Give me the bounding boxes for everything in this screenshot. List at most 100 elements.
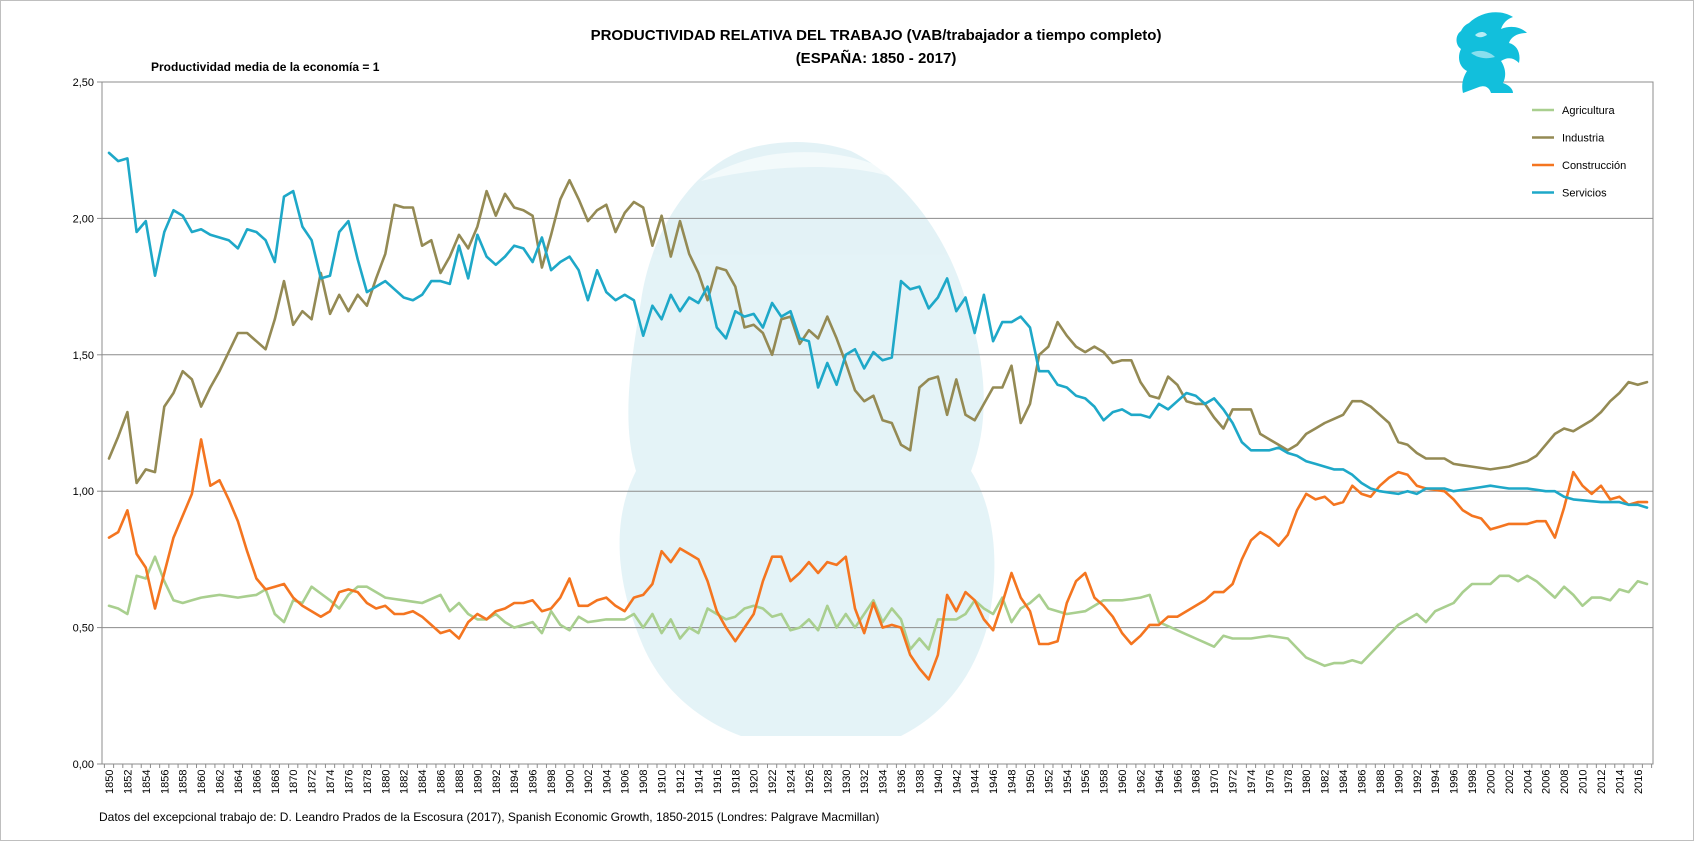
x-tick-label: 1976 <box>1264 770 1276 794</box>
legend-label: Servicios <box>1562 188 1607 200</box>
x-tick-label: 1864 <box>233 770 245 794</box>
x-tick-label: 1874 <box>325 770 337 794</box>
x-tick-label: 1910 <box>657 770 669 794</box>
x-tick-label: 1974 <box>1246 770 1258 794</box>
x-tick-label: 1978 <box>1283 770 1295 794</box>
x-tick-label: 1882 <box>399 770 411 794</box>
y-tick-label: 2,50 <box>73 77 94 89</box>
x-tick-label: 1860 <box>196 770 208 794</box>
x-tick-label: 1854 <box>141 770 153 794</box>
x-tick-label: 1942 <box>951 770 963 794</box>
y-axis: 0,00 0,50 1,00 1,50 2,00 2,50 <box>73 77 102 771</box>
x-tick-label: 1920 <box>749 770 761 794</box>
x-tick-label: 1862 <box>215 770 227 794</box>
x-tick-label: 1948 <box>1007 770 1019 794</box>
x-tick-label: 1996 <box>1449 770 1461 794</box>
x-tick-label: 2016 <box>1633 770 1645 794</box>
x-tick-label: 1880 <box>380 770 392 794</box>
x-tick-label: 1952 <box>1043 770 1055 794</box>
legend-label: Agricultura <box>1562 105 1615 117</box>
x-tick-label: 1930 <box>841 770 853 794</box>
x-tick-label: 2012 <box>1596 770 1608 794</box>
x-tick-label: 1982 <box>1320 770 1332 794</box>
y-tick-label: 1,00 <box>73 486 94 498</box>
x-tick-label: 1998 <box>1467 770 1479 794</box>
y-tick-label: 1,50 <box>73 350 94 362</box>
x-tick-label: 1912 <box>675 770 687 794</box>
series-lines <box>107 151 1649 681</box>
chart-subtitle: (ESPAÑA: 1850 - 2017) <box>796 49 957 67</box>
x-tick-label: 1938 <box>914 770 926 794</box>
x-tick-label: 1954 <box>1062 770 1074 794</box>
x-tick-label: 1966 <box>1172 770 1184 794</box>
x-tick-label: 1900 <box>564 770 576 794</box>
x-tick-label: 1908 <box>638 770 650 794</box>
x-tick-label: 1926 <box>804 770 816 794</box>
x-tick-label: 1884 <box>417 770 429 794</box>
chart-title: PRODUCTIVIDAD RELATIVA DEL TRABAJO (VAB/… <box>591 27 1162 44</box>
x-tick-label: 1922 <box>767 770 779 794</box>
x-tick-label: 1928 <box>822 770 834 794</box>
x-tick-label: 2004 <box>1522 770 1534 794</box>
x-tick-label: 1904 <box>601 770 613 794</box>
x-tick-label: 1858 <box>178 770 190 794</box>
series-line-industria <box>107 178 1649 485</box>
x-tick-label: 1986 <box>1357 770 1369 794</box>
x-tick-label: 2010 <box>1578 770 1590 794</box>
x-tick-label: 1872 <box>307 770 319 794</box>
x-tick-label: 1914 <box>693 770 705 794</box>
x-axis: 1850 1852 1854 1856 1858 1860 1862 1864 1866 1868… <box>103 764 1653 794</box>
x-tick-label: 1962 <box>1135 770 1147 794</box>
x-tick-label: 1946 <box>988 770 1000 794</box>
x-tick-label: 1944 <box>970 770 982 794</box>
x-tick-label: 1936 <box>896 770 908 794</box>
x-tick-label: 1896 <box>528 770 540 794</box>
x-tick-label: 1886 <box>436 770 448 794</box>
x-tick-label: 1958 <box>1099 770 1111 794</box>
x-tick-label: 1960 <box>1117 770 1129 794</box>
series-line-agricultura <box>107 555 1649 668</box>
x-tick-label: 1916 <box>712 770 724 794</box>
x-tick-label: 1956 <box>1080 770 1092 794</box>
x-tick-label: 1888 <box>454 770 466 794</box>
x-tick-label: 1890 <box>472 770 484 794</box>
winged-lion-emblem-icon <box>1456 12 1527 94</box>
x-tick-label: 1964 <box>1154 770 1166 794</box>
x-tick-label: 2002 <box>1504 770 1516 794</box>
x-tick-label: 1924 <box>786 770 798 794</box>
x-tick-label: 1970 <box>1209 770 1221 794</box>
x-tick-label: 1902 <box>583 770 595 794</box>
x-tick-label: 2006 <box>1541 770 1553 794</box>
source-note: Datos del excepcional trabajo de: D. Lea… <box>99 810 879 824</box>
x-tick-label: 2014 <box>1614 770 1626 794</box>
x-tick-label: 1856 <box>159 770 171 794</box>
x-tick-label: 1870 <box>288 770 300 794</box>
x-tick-label: 1972 <box>1228 770 1240 794</box>
legend: Agricultura Industria Construcción Servicio… <box>1532 105 1626 200</box>
x-tick-label: 1940 <box>933 770 945 794</box>
x-tick-label: 1852 <box>122 770 134 794</box>
x-tick-label: 1988 <box>1375 770 1387 794</box>
series-line-construcción <box>107 438 1649 681</box>
series-line-servicios <box>107 151 1649 509</box>
x-tick-label: 1990 <box>1393 770 1405 794</box>
x-tick-label: 1950 <box>1025 770 1037 794</box>
y-tick-label: 0,50 <box>73 623 94 635</box>
y-tick-label: 0,00 <box>73 759 94 771</box>
legend-label: Construcción <box>1562 160 1626 172</box>
x-tick-label: 1932 <box>859 770 871 794</box>
x-tick-label: 1876 <box>343 770 355 794</box>
x-tick-label: 1878 <box>362 770 374 794</box>
x-tick-label: 1866 <box>251 770 263 794</box>
x-tick-label: 1906 <box>620 770 632 794</box>
x-tick-label: 1984 <box>1338 770 1350 794</box>
y-tick-label: 2,00 <box>73 213 94 225</box>
x-tick-label: 1892 <box>491 770 503 794</box>
x-tick-label: 2000 <box>1485 770 1497 794</box>
x-tick-label: 1994 <box>1430 770 1442 794</box>
x-tick-label: 1868 <box>270 770 282 794</box>
x-tick-label: 1850 <box>104 770 116 794</box>
x-tick-label: 1992 <box>1412 770 1424 794</box>
x-tick-label: 1898 <box>546 770 558 794</box>
